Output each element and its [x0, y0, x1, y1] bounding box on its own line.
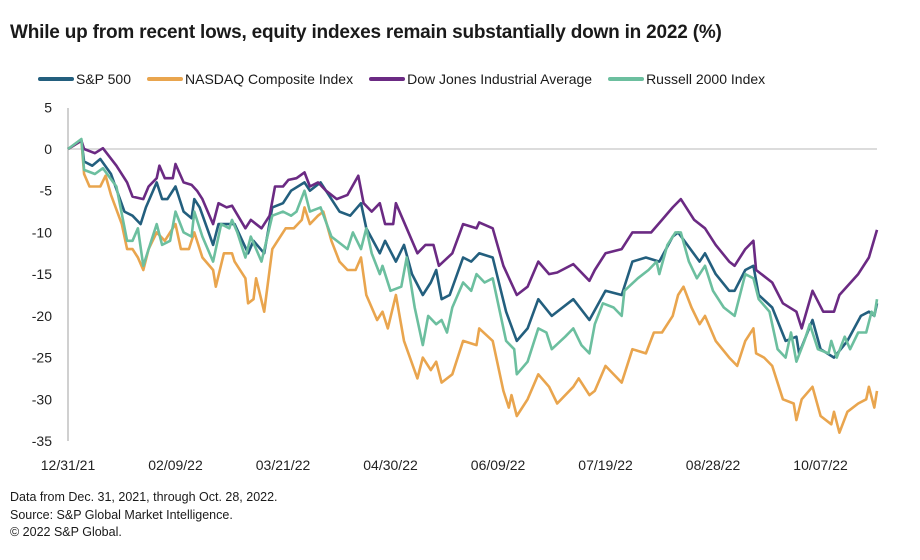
footnotes: Data from Dec. 31, 2021, through Oct. 28… — [10, 489, 278, 542]
series-line-nasdaq-composite-index — [67, 139, 879, 434]
legend-item-sp500: S&P 500 — [38, 71, 131, 87]
chart-title: While up from recent lows, equity indexe… — [10, 22, 722, 43]
legend-item-dow: Dow Jones Industrial Average — [369, 71, 592, 87]
x-tick-label: 06/09/22 — [471, 457, 526, 473]
legend-label: S&P 500 — [76, 71, 132, 87]
legend-label: Russell 2000 Index — [646, 71, 766, 87]
legend-swatch — [147, 77, 184, 81]
y-tick-label: -15 — [32, 266, 52, 282]
legend-label: Dow Jones Industrial Average — [407, 71, 593, 87]
series-line-dow-jones-industrial-average — [67, 139, 879, 330]
x-tick-label: 03/21/22 — [256, 457, 311, 473]
x-tick-label: 12/31/21 — [41, 457, 96, 473]
x-tick-label: 02/09/22 — [148, 457, 203, 473]
x-tick-labels: 12/31/21 02/09/22 03/21/22 04/30/22 06/09/22… — [41, 457, 848, 473]
series-line-russell-2000-index — [67, 137, 879, 376]
y-tick-label: 0 — [44, 141, 52, 157]
y-tick-label: -5 — [40, 183, 53, 199]
line-chart: 5 0 -5 -10 -15 -20 -25 -30 -35 12/31/21 02/09/22 0… — [32, 99, 879, 473]
footnote-copyright: © 2022 S&P Global. — [10, 525, 122, 539]
legend: S&P 500 NASDAQ Composite Index Dow Jones… — [38, 71, 765, 87]
footnote-source: Source: S&P Global Market Intelligence. — [10, 507, 233, 522]
legend-swatch — [369, 77, 406, 81]
y-tick-label: -10 — [32, 224, 52, 240]
footnote-data-range: Data from Dec. 31, 2021, through Oct. 28… — [10, 490, 278, 504]
legend-item-nasdaq: NASDAQ Composite Index — [147, 71, 353, 87]
y-tick-label: -30 — [32, 391, 52, 407]
series-lines — [67, 137, 879, 434]
legend-swatch — [38, 77, 74, 81]
legend-swatch — [608, 77, 645, 81]
x-tick-label: 04/30/22 — [363, 457, 418, 473]
y-tick-label: -20 — [32, 308, 52, 324]
x-tick-label: 10/07/22 — [793, 457, 848, 473]
series-line-s-p-500 — [67, 139, 879, 359]
legend-label: NASDAQ Composite Index — [185, 71, 354, 87]
x-tick-label: 07/19/22 — [578, 457, 633, 473]
y-tick-label: 5 — [44, 99, 52, 115]
y-tick-label: -35 — [32, 433, 52, 449]
y-tick-label: -25 — [32, 350, 52, 366]
y-tick-labels: 5 0 -5 -10 -15 -20 -25 -30 -35 — [32, 99, 52, 449]
legend-item-russell: Russell 2000 Index — [608, 71, 765, 87]
x-tick-label: 08/28/22 — [686, 457, 741, 473]
